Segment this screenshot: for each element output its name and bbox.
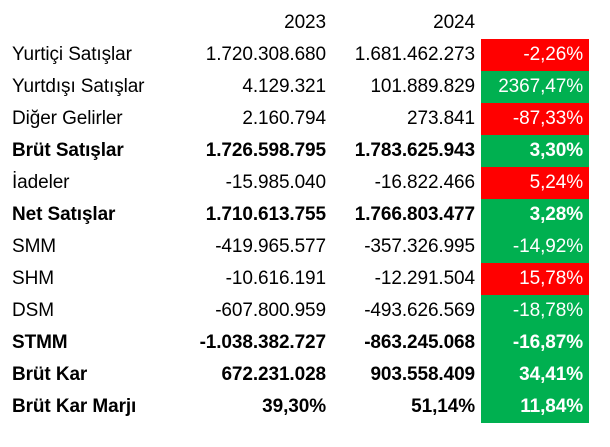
- header-2023: 2023: [284, 12, 326, 33]
- row-label: SMM: [12, 236, 57, 257]
- row-label: Yurtiçi Satışlar: [12, 44, 132, 65]
- row-label: DSM: [12, 300, 54, 321]
- change-percent: 5,24%: [481, 167, 589, 199]
- row-label: Yurtdışı Satışlar: [12, 76, 145, 97]
- table-row: SHM -10.616.191 -12.291.504 15,78%: [0, 263, 610, 295]
- table-row-total: Brüt Satışlar 1.726.598.795 1.783.625.94…: [0, 135, 610, 167]
- value-2023: 1.710.613.755: [205, 204, 326, 225]
- table-row: Yurtiçi Satışlar 1.720.308.680 1.681.462…: [0, 39, 610, 71]
- value-2023: -15.985.040: [225, 172, 326, 193]
- table-header-row: 2023 2024: [0, 7, 610, 39]
- value-2024: 1.783.625.943: [354, 140, 475, 161]
- table-row-total: STMM -1.038.382.727 -863.245.068 -16,87%: [0, 327, 610, 359]
- value-2024: 51,14%: [411, 396, 475, 417]
- table-row: DSM -607.800.959 -493.626.569 -18,78%: [0, 295, 610, 327]
- table-row-total: Brüt Kar Marjı 39,30% 51,14% 11,84%: [0, 391, 610, 423]
- table-row: İadeler -15.985.040 -16.822.466 5,24%: [0, 167, 610, 199]
- change-percent: -16,87%: [481, 327, 589, 359]
- change-percent: 3,30%: [481, 135, 589, 167]
- value-2024: -357.326.995: [364, 236, 475, 257]
- change-percent: -87,33%: [481, 103, 589, 135]
- value-2023: -607.800.959: [215, 300, 326, 321]
- value-2023: -1.038.382.727: [199, 332, 327, 353]
- row-label: Brüt Satışlar: [12, 140, 124, 161]
- change-percent: 34,41%: [481, 359, 589, 391]
- table-row: SMM -419.965.577 -357.326.995 -14,92%: [0, 231, 610, 263]
- row-label: İadeler: [12, 172, 70, 193]
- header-label-column: [12, 7, 182, 39]
- row-label: Brüt Kar: [12, 364, 88, 385]
- value-2024: -12.291.504: [374, 268, 475, 289]
- header-2024: 2024: [433, 12, 475, 33]
- value-2024: 101.889.829: [370, 76, 475, 97]
- value-2023: 39,30%: [262, 396, 326, 417]
- table-row-total: Brüt Kar 672.231.028 903.558.409 34,41%: [0, 359, 610, 391]
- value-2023: 4.129.321: [242, 76, 326, 97]
- row-label: Net Satışlar: [12, 204, 116, 225]
- value-2024: 903.558.409: [370, 364, 475, 385]
- change-percent: 2367,47%: [481, 71, 589, 103]
- row-label: STMM: [12, 332, 68, 353]
- value-2024: 1.681.462.273: [354, 44, 475, 65]
- row-label: Diğer Gelirler: [12, 108, 123, 129]
- row-label: Brüt Kar Marjı: [12, 396, 137, 417]
- change-percent: 15,78%: [481, 263, 589, 295]
- change-percent: -18,78%: [481, 295, 589, 327]
- row-label: SHM: [12, 268, 54, 289]
- change-percent: 3,28%: [481, 199, 589, 231]
- change-percent: -2,26%: [481, 39, 589, 71]
- value-2023: 672.231.028: [221, 364, 326, 385]
- value-2024: 273.841: [407, 108, 475, 129]
- table-row: Yurtdışı Satışlar 4.129.321 101.889.829 …: [0, 71, 610, 103]
- value-2023: 1.726.598.795: [205, 140, 326, 161]
- value-2023: -10.616.191: [225, 268, 326, 289]
- value-2024: -863.245.068: [364, 332, 475, 353]
- value-2023: 1.720.308.680: [205, 44, 326, 65]
- value-2023: -419.965.577: [215, 236, 326, 257]
- change-percent: -14,92%: [481, 231, 589, 263]
- value-2024: -16.822.466: [374, 172, 475, 193]
- value-2024: -493.626.569: [364, 300, 475, 321]
- change-percent: 11,84%: [481, 391, 589, 423]
- value-2024: 1.766.803.477: [354, 204, 475, 225]
- table-row: Diğer Gelirler 2.160.794 273.841 -87,33%: [0, 103, 610, 135]
- value-2023: 2.160.794: [242, 108, 326, 129]
- table-row-total: Net Satışlar 1.710.613.755 1.766.803.477…: [0, 199, 610, 231]
